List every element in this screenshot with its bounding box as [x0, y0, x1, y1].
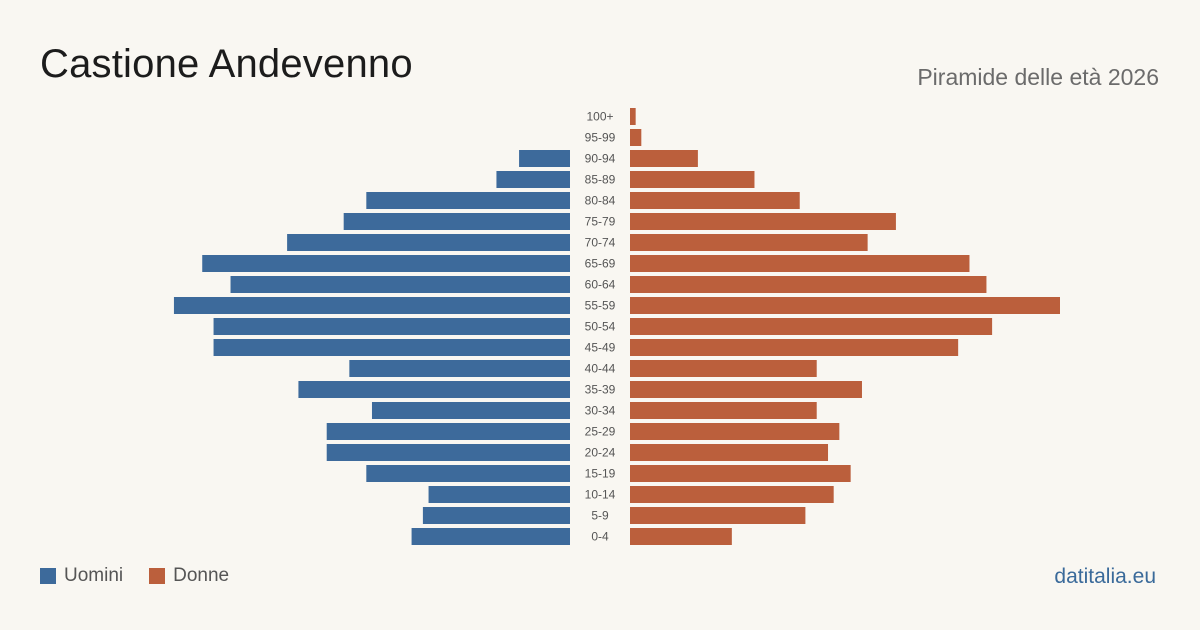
legend-item-men: Uomini	[40, 565, 123, 587]
age-label-45-49: 45-49	[585, 341, 616, 355]
bar-men-35-39	[298, 381, 570, 398]
bar-women-70-74	[630, 234, 868, 251]
bar-men-15-19	[366, 465, 570, 482]
bar-men-70-74	[287, 234, 570, 251]
bar-women-85-89	[630, 171, 755, 188]
bar-men-55-59	[173, 297, 570, 314]
bar-women-55-59	[630, 297, 1060, 314]
age-label-65-69: 65-69	[585, 257, 616, 271]
bar-men-20-24	[326, 444, 570, 461]
age-label-25-29: 25-29	[585, 425, 616, 439]
bar-men-0-4	[411, 528, 570, 545]
bar-men-90-94	[519, 150, 570, 167]
bar-women-75-79	[630, 213, 896, 230]
age-label-80-84: 80-84	[585, 194, 616, 208]
bar-men-60-64	[230, 276, 571, 293]
bar-women-95-99	[630, 129, 642, 146]
age-label-70-74: 70-74	[585, 236, 616, 250]
bar-men-30-34	[371, 402, 570, 419]
bar-women-50-54	[630, 318, 993, 335]
age-label-5-9: 5-9	[591, 509, 609, 523]
age-label-55-59: 55-59	[585, 299, 616, 313]
age-label-30-34: 30-34	[585, 404, 616, 418]
age-label-35-39: 35-39	[585, 383, 616, 397]
bar-men-5-9	[422, 507, 570, 524]
bar-women-0-4	[630, 528, 732, 545]
bar-women-20-24	[630, 444, 829, 461]
age-label-95-99: 95-99	[585, 131, 616, 145]
bar-men-65-69	[202, 255, 570, 272]
age-label-50-54: 50-54	[585, 320, 616, 334]
bar-women-25-29	[630, 423, 840, 440]
legend-label-men: Uomini	[64, 565, 124, 586]
age-label-90-94: 90-94	[585, 152, 616, 166]
bar-women-80-84	[630, 192, 800, 209]
bar-men-75-79	[343, 213, 570, 230]
age-label-75-79: 75-79	[585, 215, 616, 229]
bar-men-10-14	[428, 486, 570, 503]
bar-women-5-9	[630, 507, 806, 524]
bar-women-90-94	[630, 150, 698, 167]
age-label-60-64: 60-64	[585, 278, 616, 292]
bar-men-50-54	[213, 318, 571, 335]
age-label-100plus: 100+	[586, 110, 613, 124]
legend: Uomini Donne	[40, 565, 255, 587]
legend-item-women: Donne	[149, 565, 229, 587]
bar-women-45-49	[630, 339, 959, 356]
bar-women-40-44	[630, 360, 817, 377]
age-label-85-89: 85-89	[585, 173, 616, 187]
bar-women-30-34	[630, 402, 817, 419]
age-label-10-14: 10-14	[585, 488, 616, 502]
source-link[interactable]: datitalia.eu	[1054, 565, 1156, 588]
legend-label-women: Donne	[173, 565, 230, 586]
bar-women-60-64	[630, 276, 987, 293]
bar-men-80-84	[366, 192, 570, 209]
legend-swatch-men	[40, 568, 56, 584]
bar-women-35-39	[630, 381, 862, 398]
bar-women-15-19	[630, 465, 851, 482]
chart-title: Castione Andevenno	[40, 42, 413, 86]
bar-women-10-14	[630, 486, 834, 503]
bar-women-65-69	[630, 255, 970, 272]
age-label-0-4: 0-4	[591, 530, 609, 544]
bar-women-100plus	[630, 108, 636, 125]
bar-men-45-49	[213, 339, 571, 356]
bar-men-25-29	[326, 423, 570, 440]
age-label-15-19: 15-19	[585, 467, 616, 481]
age-label-40-44: 40-44	[585, 362, 616, 376]
bar-men-85-89	[496, 171, 570, 188]
age-label-20-24: 20-24	[585, 446, 616, 460]
bar-men-40-44	[349, 360, 570, 377]
legend-swatch-women	[149, 568, 166, 584]
chart-subtitle: Piramide delle età 2026	[917, 64, 1159, 90]
